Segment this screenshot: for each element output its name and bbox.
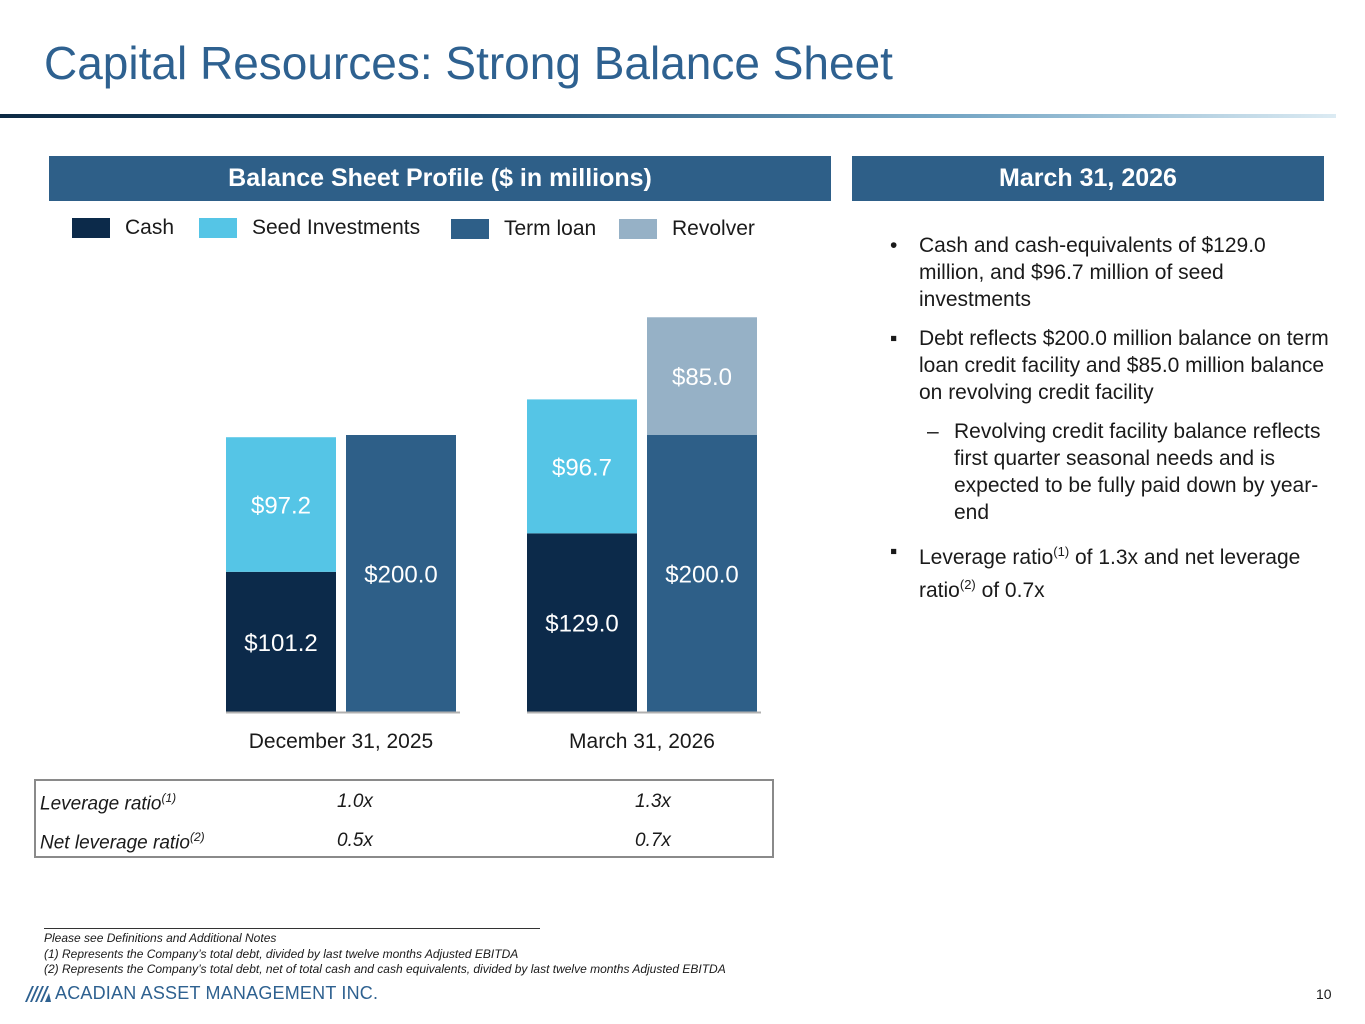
- legend-swatch-seed: [199, 218, 237, 238]
- ratio-value-dec: 0.5x: [337, 830, 373, 851]
- legend-label-revolver: Revolver: [672, 217, 755, 240]
- bullet-marker: –: [927, 420, 939, 443]
- footnote-divider: [44, 928, 540, 929]
- bullet-cash: • Cash and cash-equivalents of $129.0 mi…: [890, 232, 1330, 313]
- ratio-value-mar: 1.3x: [635, 791, 671, 812]
- bar-term-loan-1: [647, 435, 757, 712]
- company-logo: ACADIAN ASSET MANAGEMENT INC.: [25, 983, 378, 1004]
- acadian-logo-icon: [25, 985, 51, 1002]
- legend-swatch-term-loan: [451, 219, 489, 239]
- bar-seed-investments-0: [226, 437, 336, 572]
- ratio-label-text: Leverage ratio: [40, 793, 162, 815]
- key-points-list: • Cash and cash-equivalents of $129.0 mi…: [890, 232, 1330, 616]
- footnote-line: (2) Represents the Company’s total debt,…: [44, 962, 726, 976]
- ratio-table: Leverage ratio(1) 1.0x 1.3x Net leverage…: [34, 779, 774, 858]
- bar-seed-investments-1: [527, 399, 637, 534]
- legend-label-seed: Seed Investments: [252, 216, 421, 239]
- data-label-term-loan-1: $200.0: [665, 562, 738, 589]
- bar-term-loan-0: [346, 435, 456, 712]
- ratio-label: Net leverage ratio(2): [40, 830, 205, 854]
- ratio-row-leverage: Leverage ratio(1) 1.0x 1.3x: [36, 781, 772, 819]
- data-label-term-loan-0: $200.0: [364, 562, 437, 589]
- x-tick-label-1: March 31, 2026: [569, 730, 715, 753]
- ratio-footnote-ref: (1): [161, 791, 177, 805]
- sub-bullet-revolver: – Revolving credit facility balance refl…: [890, 418, 1330, 526]
- legend-item-cash: Cash: [72, 216, 174, 240]
- bar-cash-0: [226, 571, 336, 712]
- bullet-text: Debt reflects $200.0 million balance on …: [919, 327, 1329, 404]
- bullet-text-b: of 1.3x and net leverage ratio: [919, 546, 1301, 602]
- bar-revolver-1: [647, 317, 757, 435]
- data-label-seed-investments-1: $96.7: [552, 454, 612, 481]
- date-header: March 31, 2026: [852, 156, 1324, 201]
- footnotes: Please see Definitions and Additional No…: [44, 931, 726, 978]
- logo-text: ACADIAN ASSET MANAGEMENT INC.: [55, 983, 379, 1003]
- page-number: 10: [1316, 986, 1332, 1002]
- balance-sheet-header: Balance Sheet Profile ($ in millions): [49, 156, 831, 201]
- footnote-ref: (2): [959, 577, 976, 592]
- ratio-value-mar: 0.7x: [635, 830, 671, 851]
- bullet-marker: ▪: [890, 327, 898, 350]
- legend-swatch-revolver: [619, 219, 657, 239]
- legend-label-cash: Cash: [125, 216, 175, 239]
- legend-item-term-loan: Term loan: [451, 217, 596, 241]
- ratio-value-dec: 1.0x: [337, 791, 373, 812]
- ratio-label: Leverage ratio(1): [40, 791, 176, 815]
- bullet-marker: •: [890, 234, 898, 257]
- footnote-ref: (1): [1053, 544, 1070, 559]
- legend-item-seed: Seed Investments: [199, 216, 420, 240]
- ratio-footnote-ref: (2): [189, 830, 205, 844]
- page-title: Capital Resources: Strong Balance Sheet: [44, 37, 893, 89]
- bullet-debt: ▪ Debt reflects $200.0 million balance o…: [890, 325, 1330, 406]
- ratio-label-text: Net leverage ratio: [40, 832, 190, 854]
- ratio-row-net-leverage: Net leverage ratio(2) 0.5x 0.7x: [36, 820, 772, 858]
- x-tick-label-0: December 31, 2025: [249, 730, 433, 753]
- bullet-text-c: of 0.7x: [975, 579, 1045, 602]
- footnote-line: Please see Definitions and Additional No…: [44, 931, 277, 945]
- data-label-cash-1: $129.0: [545, 611, 618, 638]
- bullet-marker: ▪: [890, 540, 898, 563]
- data-label-cash-0: $101.2: [244, 630, 317, 657]
- legend-label-term-loan: Term loan: [504, 217, 597, 240]
- data-label-revolver-1: $85.0: [672, 364, 732, 391]
- bar-cash-1: [527, 533, 637, 712]
- data-label-seed-investments-0: $97.2: [251, 493, 311, 520]
- legend-swatch-cash: [72, 218, 110, 238]
- bullet-text: Revolving credit facility balance reflec…: [954, 420, 1321, 524]
- footnote-line: (1) Represents the Company’s total debt,…: [44, 946, 519, 961]
- bullet-leverage: ▪ Leverage ratio(1) of 1.3x and net leve…: [890, 538, 1330, 604]
- bullet-text: Cash and cash-equivalents of $129.0 mill…: [919, 234, 1266, 311]
- title-divider: [0, 114, 1336, 118]
- legend-item-revolver: Revolver: [619, 217, 755, 241]
- bullet-text-a: Leverage ratio: [919, 546, 1054, 569]
